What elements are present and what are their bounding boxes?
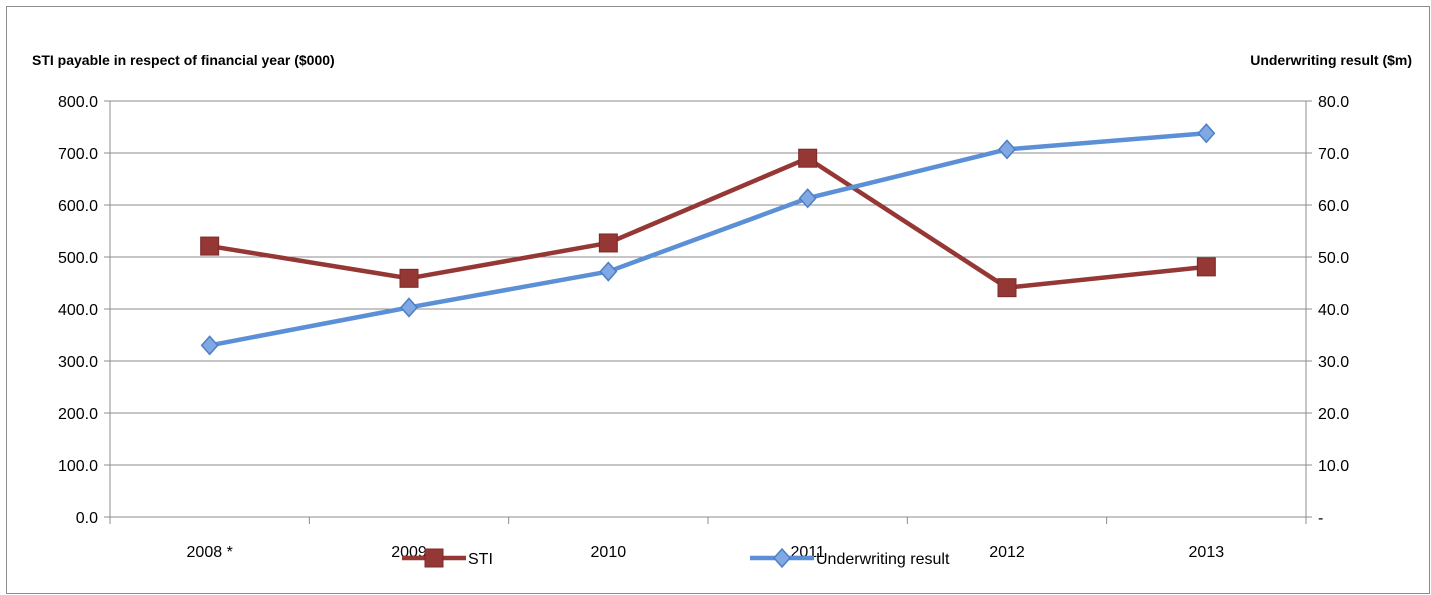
series-line xyxy=(209,155,1207,290)
legend-label: Underwriting result xyxy=(816,551,950,568)
right-axis-tick-label: 20.0 xyxy=(1318,406,1349,423)
series-underwriting-result xyxy=(200,123,1216,356)
left-axis-tick-label: 0.0 xyxy=(76,510,98,527)
right-axis-tick-label: 60.0 xyxy=(1318,198,1349,215)
right-axis-tick-label: 10.0 xyxy=(1318,458,1349,475)
data-point xyxy=(399,297,419,318)
legend-item: Underwriting result xyxy=(750,547,950,569)
gridlines xyxy=(110,100,1306,466)
data-point xyxy=(798,148,818,168)
right-axis-tick-label: 30.0 xyxy=(1318,354,1349,371)
legend: STI Underwriting result xyxy=(402,547,950,569)
legend-item: STI xyxy=(402,548,493,568)
axes xyxy=(104,100,1312,524)
left-axis-tick-label: 700.0 xyxy=(58,146,98,163)
data-point xyxy=(200,335,219,356)
left-axis-tick-labels: 0.0 100.0 200.0 300.0 400.0 500.0 600.0 700.0 80… xyxy=(58,94,98,527)
legend-marker xyxy=(424,548,444,568)
series-sti xyxy=(200,148,1216,298)
x-axis-tick-label: 2008 * xyxy=(187,544,233,561)
x-axis-tick-label: 2012 xyxy=(989,544,1025,561)
right-axis-tick-label: 70.0 xyxy=(1318,146,1349,163)
right-axis-tick-label: - xyxy=(1318,510,1323,527)
left-axis-tick-label: 100.0 xyxy=(58,458,98,475)
series xyxy=(200,123,1216,356)
left-axis-tick-label: 500.0 xyxy=(58,250,98,267)
chart: STI payable in respect of financial year… xyxy=(32,52,1412,569)
left-axis-title: STI payable in respect of financial year… xyxy=(32,52,335,68)
right-axis-tick-label: 40.0 xyxy=(1318,302,1349,319)
legend-marker xyxy=(772,547,792,569)
left-axis-tick-label: 400.0 xyxy=(58,302,98,319)
legend-label: STI xyxy=(468,551,493,568)
left-axis-tick-label: 600.0 xyxy=(58,198,98,215)
data-point xyxy=(798,188,817,209)
data-point xyxy=(599,261,618,282)
right-axis-tick-label: 80.0 xyxy=(1318,94,1349,111)
x-axis-tick-label: 2013 xyxy=(1189,544,1225,561)
data-point xyxy=(1197,123,1216,144)
left-axis-tick-label: 800.0 xyxy=(58,94,98,111)
data-point xyxy=(997,139,1017,160)
x-axis-tick-label: 2010 xyxy=(591,544,627,561)
right-axis-tick-labels: - 10.0 20.0 30.0 40.0 50.0 60.0 70.0 80.0 xyxy=(1318,94,1349,527)
series-line xyxy=(209,130,1207,348)
right-axis-tick-label: 50.0 xyxy=(1318,250,1349,267)
data-point xyxy=(1196,257,1216,277)
data-point xyxy=(598,233,618,253)
right-axis-title: Underwriting result ($m) xyxy=(1250,52,1412,68)
data-point xyxy=(200,236,220,256)
data-point xyxy=(399,268,419,288)
left-axis-tick-label: 300.0 xyxy=(58,354,98,371)
left-axis-tick-label: 200.0 xyxy=(58,406,98,423)
chart-frame: STI payable in respect of financial year… xyxy=(6,6,1430,594)
x-axis-tick-labels: 2008 * 2009 2010 2011 2012 2013 xyxy=(187,544,1225,561)
data-point xyxy=(997,278,1017,298)
